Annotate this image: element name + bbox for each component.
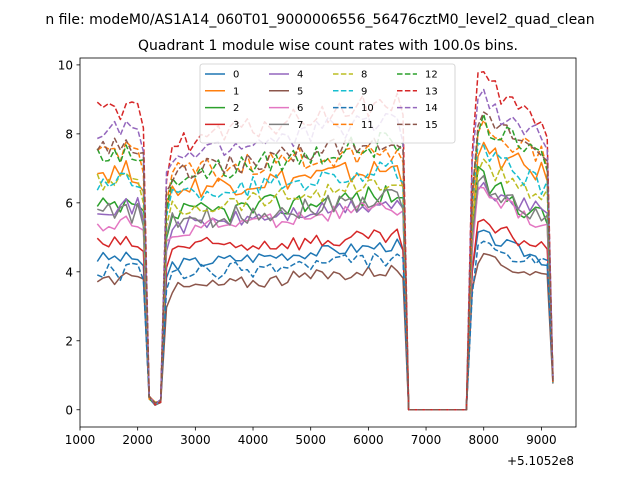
legend-label-10: 10	[361, 103, 374, 114]
legend-label-6: 6	[297, 103, 303, 114]
chart-title: Quadrant 1 module wise count rates with …	[138, 38, 518, 54]
series-line-8	[96, 158, 554, 411]
legend-label-7: 7	[297, 120, 303, 131]
legend-label-0: 0	[233, 70, 239, 81]
series-line-3	[96, 218, 554, 411]
series-line-0	[96, 229, 554, 411]
legend-label-15: 15	[425, 120, 438, 131]
series-line-14	[97, 88, 554, 411]
figure-suptitle: n file: modeM0/AS1A14_060T01_9000006556_…	[45, 12, 594, 28]
x-tick-label: 9000	[526, 433, 557, 447]
legend-label-3: 3	[233, 120, 239, 131]
y-tick-label: 8	[65, 127, 73, 141]
y-tick-label: 6	[65, 196, 73, 210]
x-tick-label: 1000	[65, 433, 96, 447]
y-tick-label: 0	[65, 403, 73, 417]
series-line-5	[96, 252, 554, 411]
legend-label-12: 12	[425, 70, 438, 81]
x-tick-label: 7000	[411, 433, 442, 447]
series-line-11	[96, 119, 554, 411]
x-tick-label: 5000	[295, 433, 326, 447]
plot-lines	[96, 70, 554, 411]
x-tick-label: 3000	[180, 433, 211, 447]
legend-label-8: 8	[361, 70, 367, 81]
axes: 1000 2000 3000 4000 5000 6000 7000 8000 9000 0 2 4 6…	[58, 57, 577, 447]
legend-label-13: 13	[425, 86, 438, 97]
series-line-7	[97, 174, 554, 411]
x-tick-label: 6000	[353, 433, 384, 447]
axes-frame	[79, 57, 577, 428]
series-line-15	[96, 111, 554, 411]
series-line-10	[97, 240, 554, 411]
y-tick-label: 2	[65, 334, 73, 348]
series-line-1	[97, 141, 554, 411]
legend-label-11: 11	[361, 120, 374, 131]
legend-label-14: 14	[425, 103, 438, 114]
legend-label-4: 4	[297, 70, 303, 81]
x-offset-label: +5.1052e8	[507, 454, 574, 468]
series-line-9	[96, 142, 554, 411]
x-tick-label: 4000	[238, 433, 269, 447]
y-tick-label: 10	[58, 58, 73, 72]
legend-label-2: 2	[233, 103, 239, 114]
y-tick-label: 4	[65, 265, 73, 279]
legend-label-9: 9	[361, 86, 367, 97]
legend-label-5: 5	[297, 86, 303, 97]
series-line-12	[96, 113, 554, 411]
legend-label-1: 1	[233, 86, 239, 97]
legend-box	[199, 63, 456, 144]
x-tick-label: 8000	[468, 433, 499, 447]
x-tick-label: 2000	[122, 433, 153, 447]
